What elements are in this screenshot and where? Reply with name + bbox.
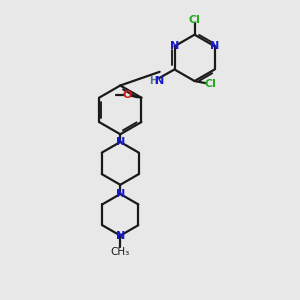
Text: H: H (149, 76, 157, 86)
Text: N: N (210, 41, 219, 51)
Text: N: N (170, 41, 179, 51)
Text: Cl: Cl (205, 79, 217, 89)
Text: N: N (116, 137, 125, 147)
Text: Cl: Cl (189, 15, 200, 25)
Text: N: N (155, 76, 164, 86)
Text: O: O (122, 90, 132, 100)
Text: CH₃: CH₃ (111, 247, 130, 257)
Text: N: N (116, 231, 125, 241)
Text: N: N (116, 189, 125, 199)
